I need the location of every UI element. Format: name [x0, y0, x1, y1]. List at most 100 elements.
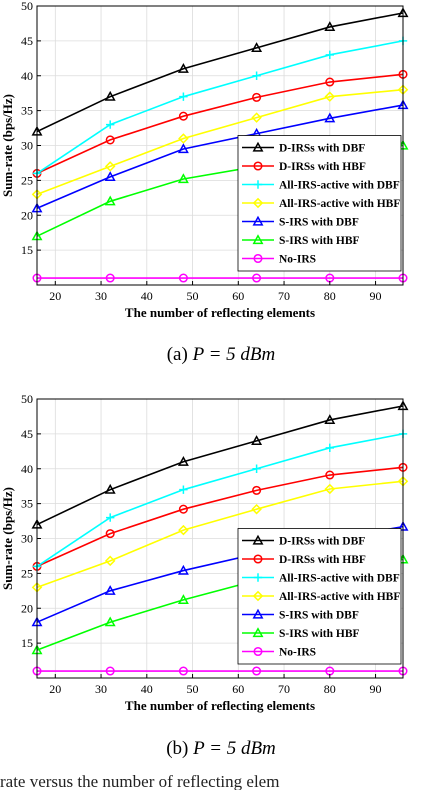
data-point [178, 524, 189, 536]
legend-marker [252, 234, 264, 245]
x-tick-label: 70 [278, 682, 290, 696]
data-point [104, 616, 116, 627]
x-tick-label: 50 [187, 682, 199, 696]
legend-label: D-IRSs with HBF [279, 161, 366, 173]
data-point [252, 666, 262, 676]
data-point [105, 529, 115, 539]
x-tick-label: 90 [370, 289, 382, 303]
data-point [252, 92, 262, 102]
y-tick-label: 25 [21, 566, 33, 580]
legend-item: All-IRS-active with DBF [242, 180, 400, 192]
data-point [177, 564, 189, 575]
legend-label: S-IRS with DBF [279, 217, 359, 229]
x-tick-label: 40 [141, 289, 153, 303]
x-tick-label: 70 [278, 289, 290, 303]
caption-b-label: (b) [166, 738, 189, 759]
legend-marker [252, 534, 264, 545]
series-line [36, 405, 404, 526]
y-tick-label: 35 [21, 497, 33, 511]
data-point [106, 120, 115, 129]
legend-item: No-IRS [242, 254, 316, 266]
x-tick-label: 20 [49, 289, 61, 303]
legend-marker [252, 197, 264, 209]
caption-b: (b) P = 5 dBm [0, 738, 442, 760]
data-point [251, 42, 263, 52]
y-tick-label: 25 [21, 173, 33, 187]
legend-item: All-IRS-active with HBF [242, 590, 400, 603]
data-point [105, 273, 115, 283]
x-tick-label: 80 [324, 289, 336, 303]
data-point [178, 273, 188, 283]
series-line [36, 40, 404, 175]
y-tick-label: 40 [21, 69, 33, 83]
data-point [105, 666, 115, 676]
data-point [252, 464, 261, 473]
legend-label: D-IRSs with DBF [279, 536, 365, 548]
legend-marker [252, 141, 264, 152]
data-point [325, 443, 334, 453]
data-point [104, 171, 116, 181]
legend-item: S-IRS with DBF [242, 608, 359, 622]
data-point [106, 513, 115, 522]
data-point [252, 485, 262, 495]
data-point [178, 133, 189, 144]
series-line [36, 73, 404, 175]
x-tick-label: 50 [187, 289, 199, 303]
legend-item: All-IRS-active with DBF [242, 573, 400, 585]
legend-label: All-IRS-active with DBF [279, 180, 400, 192]
data-point [178, 666, 188, 676]
data-point [179, 485, 188, 494]
data-point [324, 112, 336, 123]
legend-marker [253, 180, 263, 189]
data-point [105, 135, 115, 145]
legend-box [237, 528, 402, 665]
legend: D-IRSs with DBF D-IRSs with HBF All-IRS-ac… [237, 528, 402, 665]
data-point [104, 90, 116, 101]
data-point [252, 273, 262, 283]
data-point [324, 21, 336, 32]
series-d-irss-with-hbf [32, 69, 408, 178]
data-point [104, 195, 116, 206]
data-point [104, 483, 116, 494]
data-point [177, 594, 189, 604]
data-point [251, 503, 262, 515]
x-tick-label: 60 [232, 289, 244, 303]
data-point [325, 50, 334, 60]
data-point [251, 112, 262, 123]
legend-label: S-IRS with DBF [279, 610, 359, 622]
chart-a: 20 30 40 50 60 70 80 90 15 20 25 30 35 40 45 50 The numb… [0, 0, 409, 320]
legend-item: D-IRSs with HBF [242, 554, 366, 566]
legend-label: S-IRS with HBF [279, 628, 360, 640]
caption-a: (a) P = 5 dBm [0, 344, 442, 366]
legend-marker [253, 573, 263, 582]
legend-item: S-IRS with HBF [242, 627, 360, 640]
legend-item: D-IRSs with DBF [242, 534, 365, 548]
y-tick-label: 30 [21, 532, 33, 546]
data-point [252, 71, 261, 80]
legend-label: D-IRSs with DBF [279, 143, 365, 155]
y-tick-label: 20 [21, 208, 33, 222]
series-d-irss-with-dbf [31, 7, 409, 136]
legend-label: D-IRSs with HBF [279, 554, 366, 566]
series-line [36, 466, 404, 568]
data-point [104, 555, 116, 567]
y-tick-label: 50 [21, 0, 33, 13]
legend-label: All-IRS-active with DBF [279, 573, 400, 585]
legend-marker [252, 590, 264, 602]
data-point [104, 161, 116, 172]
legend-marker [252, 215, 264, 226]
caption-a-label: (a) [166, 344, 188, 365]
series-line [36, 433, 404, 568]
series-line [36, 88, 404, 196]
data-point [178, 111, 188, 121]
legend-label: All-IRS-active with HBF [279, 591, 400, 603]
data-point [251, 435, 263, 445]
legend-item: S-IRS with DBF [242, 215, 359, 229]
x-tick-label: 20 [49, 682, 61, 696]
legend-label: All-IRS-active with HBF [279, 198, 400, 210]
data-point [325, 470, 335, 480]
legend-item: All-IRS-active with HBF [242, 197, 400, 210]
legend-item: S-IRS with HBF [242, 234, 360, 247]
y-axis-label: Sum-rate (bps/Hz) [0, 487, 15, 590]
y-tick-label: 45 [21, 427, 33, 441]
